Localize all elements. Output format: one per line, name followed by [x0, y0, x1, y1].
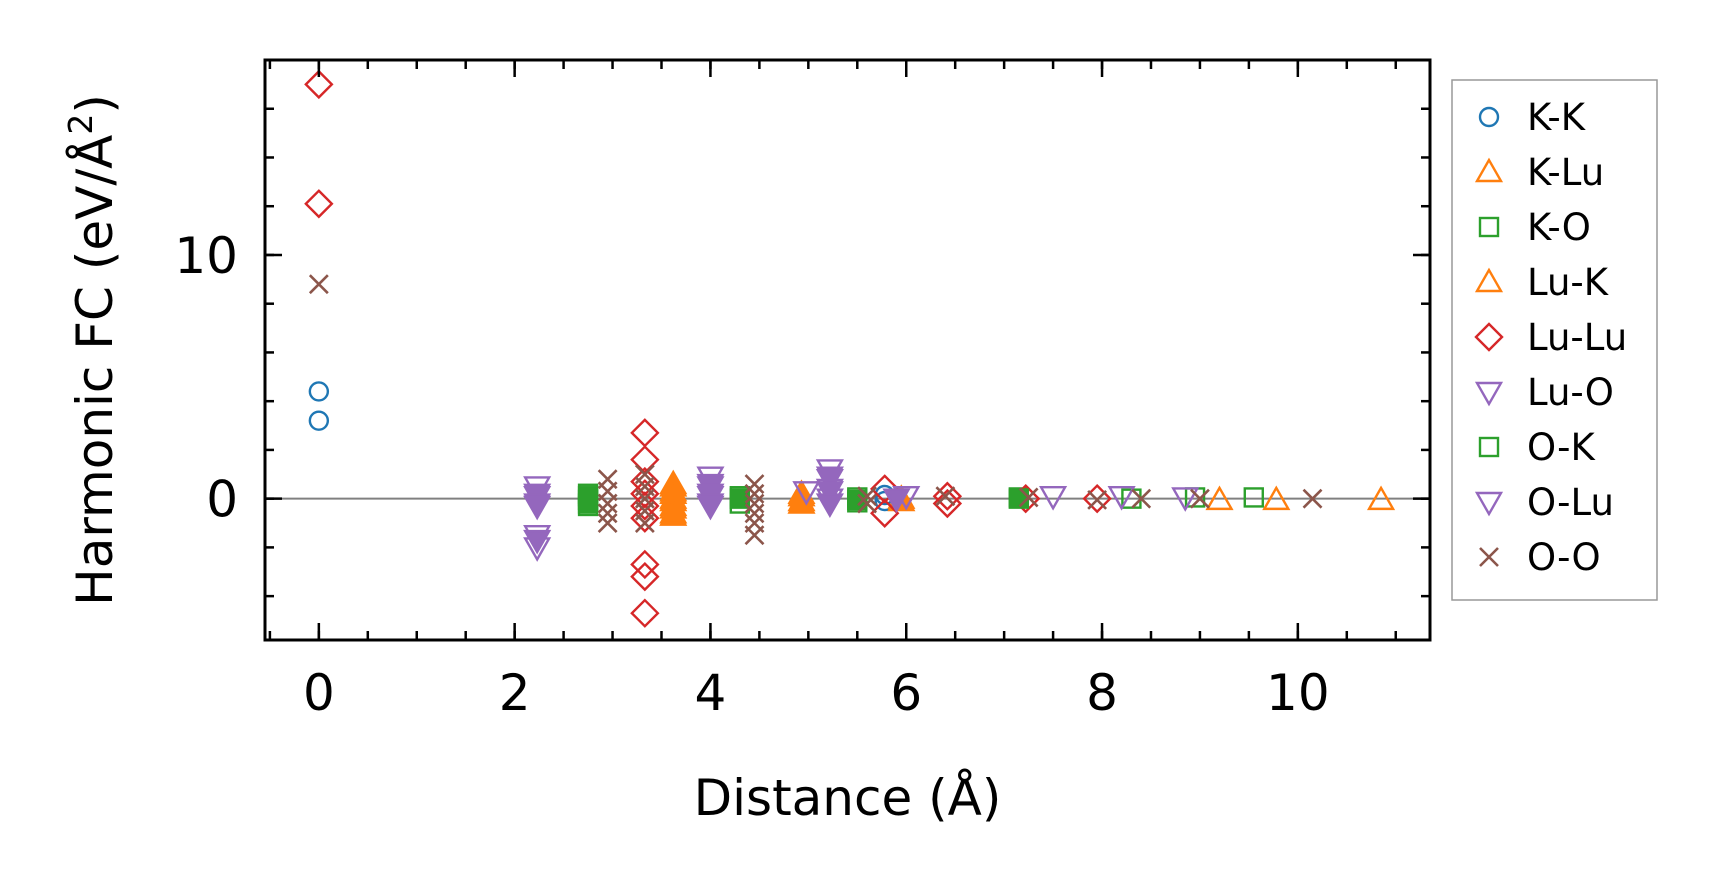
points-layer	[304, 69, 1396, 628]
data-point	[1131, 488, 1152, 509]
data-point	[597, 493, 618, 514]
series-lu-lu	[304, 69, 1112, 628]
legend-item-k-lu: K-Lu	[1474, 151, 1604, 194]
legend-marker	[1478, 106, 1500, 128]
y-tick-label: 10	[174, 227, 238, 285]
data-point	[815, 481, 844, 506]
y-tick-label: 0	[206, 471, 238, 529]
legend-marker	[1474, 322, 1504, 352]
data-point	[659, 498, 688, 524]
y-axis-label: Harmonic FC (eV/Å2)	[61, 94, 124, 606]
data-point	[308, 410, 330, 431]
data-point	[523, 493, 552, 518]
legend-marker	[1474, 267, 1504, 293]
x-tick-label: 4	[695, 664, 727, 722]
data-point	[857, 486, 877, 507]
legend-label: O-O	[1527, 536, 1601, 579]
data-point	[630, 561, 660, 592]
legend-item-o-o: O-O	[1479, 536, 1601, 579]
legend-label: K-O	[1527, 206, 1591, 249]
legend-marker	[1479, 547, 1499, 567]
data-point	[744, 474, 765, 494]
series-o-o	[308, 274, 1323, 546]
legend-marker	[1478, 216, 1500, 238]
legend-label: K-Lu	[1527, 151, 1604, 194]
legend-item-o-k: O-K	[1478, 426, 1597, 469]
legend-items: K-K K-Lu K-O Lu-K Lu-Lu Lu-O O-K O-Lu O-O	[1474, 96, 1627, 579]
legend-marker	[1474, 381, 1504, 407]
legend-label: K-K	[1527, 96, 1587, 139]
data-point	[597, 503, 618, 524]
y-axis-label-main: Harmonic FC (eV/Å	[66, 135, 124, 606]
x-axis-label: Distance (Å)	[694, 769, 1002, 827]
data-point	[1087, 489, 1108, 510]
data-point	[815, 493, 844, 518]
legend-item-k-k: K-K	[1478, 96, 1587, 139]
data-point	[1262, 485, 1291, 511]
legend-item-o-lu: O-Lu	[1474, 481, 1614, 524]
data-point	[630, 598, 660, 628]
plot-frame	[263, 58, 1432, 642]
tick-labels-layer: 0 2 4 6 8 10 0 10	[174, 227, 1329, 722]
legend-item-lu-k: Lu-K	[1474, 261, 1610, 304]
legend: K-K K-Lu K-O Lu-K Lu-Lu Lu-O O-K O-Lu O-O	[1451, 79, 1658, 601]
data-point	[630, 418, 660, 448]
data-point	[1018, 487, 1039, 508]
x-tick-label: 0	[303, 664, 335, 722]
data-point	[1243, 487, 1264, 508]
data-point	[308, 274, 329, 295]
data-point	[815, 466, 844, 492]
legend-marker	[1474, 157, 1504, 183]
legend-label: O-Lu	[1527, 481, 1614, 524]
legend-label: Lu-O	[1527, 371, 1614, 414]
data-point	[304, 189, 334, 219]
series-o-lu	[523, 466, 911, 555]
x-tick-label: 10	[1266, 664, 1330, 722]
x-tick-label: 8	[1086, 664, 1118, 722]
legend-item-k-o: K-O	[1478, 206, 1591, 249]
data-point	[1366, 485, 1396, 511]
data-point	[1082, 483, 1112, 514]
legend-label: Lu-K	[1527, 261, 1610, 304]
data-point	[744, 483, 765, 504]
data-point	[577, 493, 599, 514]
legend-marker	[1478, 436, 1500, 458]
data-point	[308, 381, 330, 402]
x-tick-label: 2	[499, 664, 531, 722]
legend-label: O-K	[1527, 426, 1597, 469]
data-point	[630, 549, 660, 580]
data-point	[523, 529, 552, 555]
data-point	[1107, 486, 1136, 511]
x-tick-label: 6	[890, 664, 922, 722]
data-point	[935, 486, 956, 507]
y-axis-label-sup: 2	[61, 114, 100, 135]
y-axis-label-close: )	[66, 94, 124, 114]
data-point	[932, 481, 963, 511]
data-point	[882, 488, 911, 514]
data-point	[847, 489, 868, 511]
ticks-layer	[265, 58, 1430, 640]
data-point	[792, 481, 821, 506]
data-point	[744, 525, 765, 546]
series-o-k	[577, 486, 1030, 514]
data-point	[304, 69, 334, 100]
data-point	[597, 513, 618, 533]
data-point	[1171, 487, 1200, 512]
data-point	[1302, 488, 1323, 509]
data-point	[634, 513, 655, 533]
data-point	[1039, 486, 1068, 511]
data-point	[1190, 488, 1210, 509]
legend-marker	[1474, 491, 1504, 517]
data-point	[870, 498, 900, 528]
legend-item-lu-o: Lu-O	[1474, 371, 1614, 414]
legend-item-lu-lu: Lu-Lu	[1474, 316, 1627, 359]
data-point	[932, 488, 963, 519]
legend-label: Lu-Lu	[1527, 316, 1627, 359]
data-point	[744, 503, 765, 524]
data-point	[696, 493, 725, 518]
data-point	[1205, 485, 1234, 511]
data-point	[744, 493, 765, 514]
data-point	[857, 493, 877, 514]
